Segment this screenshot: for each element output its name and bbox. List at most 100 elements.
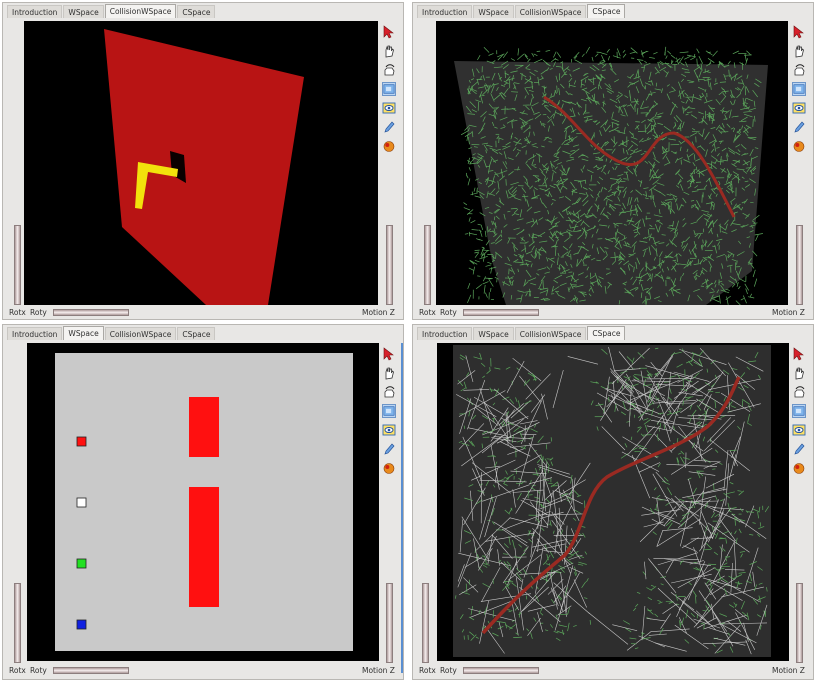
camera-icon[interactable] — [382, 101, 396, 115]
select-arrow-icon[interactable] — [792, 25, 806, 39]
view-cube-icon[interactable] — [382, 82, 396, 96]
tree-edge — [561, 492, 568, 497]
rot-slider-left[interactable] — [14, 225, 21, 305]
tree-edge — [654, 271, 661, 278]
tab-cspace[interactable]: CSpace — [177, 327, 216, 340]
hand-icon[interactable] — [792, 44, 806, 58]
roty-slider[interactable] — [463, 667, 539, 674]
tree-edge — [604, 141, 609, 144]
tab-introduction[interactable]: Introduction — [417, 327, 473, 340]
tree-edge — [644, 60, 648, 64]
roty-slider[interactable] — [53, 309, 129, 316]
view-cube-icon[interactable] — [792, 82, 806, 96]
select-arrow-icon[interactable] — [382, 347, 396, 361]
rotate-hand-icon[interactable] — [382, 385, 396, 399]
tree-edge — [513, 258, 519, 263]
tab-wspace[interactable]: WSpace — [473, 327, 514, 340]
tab-introduction[interactable]: Introduction — [7, 327, 63, 340]
roty-slider[interactable] — [53, 667, 129, 674]
tree-edge — [519, 112, 528, 115]
tab-wspace[interactable]: WSpace — [63, 326, 104, 340]
tree-edge — [519, 254, 524, 263]
tree-edge — [751, 155, 758, 160]
tree-edge — [512, 107, 517, 111]
pen-icon[interactable] — [792, 442, 806, 456]
tree-edge — [685, 113, 689, 116]
tab-collision-wspace[interactable]: CollisionWSpace — [514, 5, 587, 18]
tree-edge — [493, 94, 501, 100]
rotate-hand-icon[interactable] — [382, 63, 396, 77]
tab-introduction[interactable]: Introduction — [7, 5, 63, 18]
viewport-3d[interactable] — [436, 21, 788, 305]
hand-icon[interactable] — [382, 366, 396, 380]
tree-edge — [627, 400, 631, 403]
tree-edge — [563, 66, 570, 71]
camera-icon[interactable] — [382, 423, 396, 437]
tab-collision-wspace[interactable]: CollisionWSpace — [104, 4, 177, 18]
tree-edge — [687, 185, 692, 189]
tree-edge — [739, 120, 747, 123]
sphere-icon[interactable] — [382, 461, 396, 475]
tab-wspace[interactable]: WSpace — [63, 5, 104, 18]
camera-icon[interactable] — [792, 423, 806, 437]
rot-slider-left[interactable] — [424, 225, 431, 305]
tree-edge — [707, 417, 732, 443]
tab-cspace[interactable]: CSpace — [177, 5, 216, 18]
tree-edge — [532, 218, 535, 223]
view-cube-icon[interactable] — [382, 404, 396, 418]
sphere-icon[interactable] — [792, 461, 806, 475]
tree-edge — [505, 161, 507, 165]
tab-wspace[interactable]: WSpace — [473, 5, 514, 18]
select-arrow-icon[interactable] — [792, 347, 806, 361]
sphere-icon[interactable] — [382, 139, 396, 153]
tree-edge — [640, 370, 648, 407]
hand-icon[interactable] — [382, 44, 396, 58]
motion-slider-right[interactable] — [386, 225, 393, 305]
tree-edge — [507, 210, 511, 213]
tree-edge — [699, 269, 704, 276]
tree-edge — [534, 179, 541, 183]
hand-icon[interactable] — [792, 366, 806, 380]
pen-icon[interactable] — [382, 442, 396, 456]
sphere-icon[interactable] — [792, 139, 806, 153]
tree-edge — [644, 160, 649, 164]
pen-icon[interactable] — [792, 120, 806, 134]
tree-edge — [705, 239, 707, 247]
view-cube-icon[interactable] — [792, 404, 806, 418]
tree-edge — [482, 583, 491, 588]
tree-edge — [680, 62, 685, 66]
tree-edge — [680, 560, 684, 564]
rot-slider-left[interactable] — [14, 583, 21, 663]
tree-edge — [498, 560, 502, 563]
tree-edge — [492, 230, 497, 236]
tree-edge — [580, 168, 584, 173]
tree-edge — [642, 218, 646, 227]
rotate-hand-icon[interactable] — [792, 63, 806, 77]
tree-edge — [492, 220, 495, 225]
pen-icon[interactable] — [382, 120, 396, 134]
tree-edge — [587, 96, 595, 102]
viewport-3d[interactable] — [24, 21, 378, 305]
tree-edge — [622, 281, 628, 285]
motion-slider-right[interactable] — [796, 583, 803, 663]
tab-cspace[interactable]: CSpace — [587, 4, 626, 18]
tree-edge — [508, 192, 516, 198]
roty-slider[interactable] — [463, 309, 539, 316]
tab-collision-wspace[interactable]: CollisionWSpace — [104, 327, 177, 340]
rotate-hand-icon[interactable] — [792, 385, 806, 399]
tree-edge — [541, 469, 552, 498]
camera-icon[interactable] — [792, 101, 806, 115]
rot-slider-left[interactable] — [422, 583, 429, 663]
tab-cspace[interactable]: CSpace — [587, 326, 626, 340]
viewport-2d[interactable] — [437, 343, 789, 661]
viewport-2d[interactable] — [27, 343, 379, 661]
tree-edge — [603, 171, 607, 175]
tree-edge — [682, 108, 687, 110]
tab-introduction[interactable]: Introduction — [417, 5, 473, 18]
select-arrow-icon[interactable] — [382, 25, 396, 39]
tree-edge — [625, 155, 632, 162]
tab-collision-wspace[interactable]: CollisionWSpace — [514, 327, 587, 340]
motion-slider-right[interactable] — [386, 583, 393, 663]
tree-edge — [555, 75, 559, 83]
motion-slider-right[interactable] — [796, 225, 803, 305]
